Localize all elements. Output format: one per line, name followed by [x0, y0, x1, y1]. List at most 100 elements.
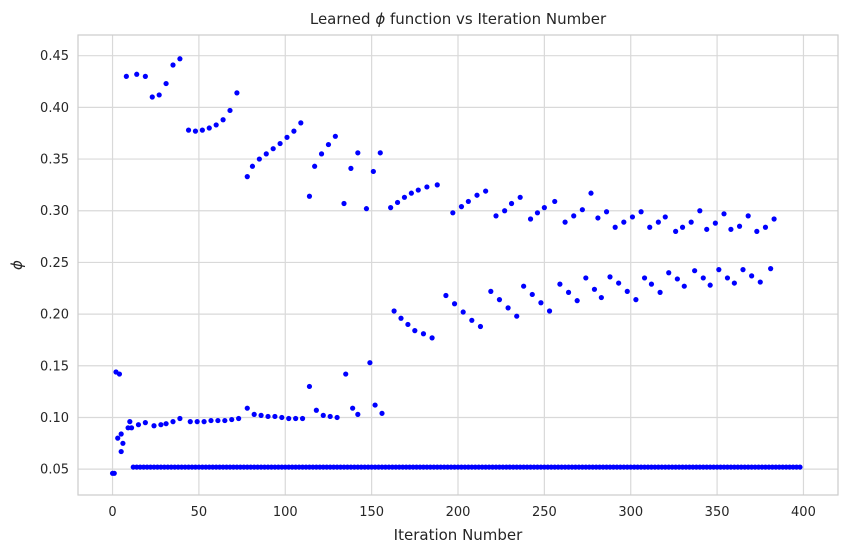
data-point [236, 415, 242, 422]
data-point [151, 423, 157, 429]
data-point [401, 194, 408, 200]
data-point [621, 219, 627, 225]
data-point [616, 280, 622, 286]
data-point [488, 288, 494, 294]
data-point [244, 405, 250, 411]
data-point [673, 228, 679, 234]
data-point [313, 407, 319, 413]
data-point [641, 275, 648, 281]
data-point [496, 297, 503, 303]
data-point [350, 405, 356, 411]
data-point [736, 223, 743, 229]
chart-title: Learned ϕ function vs Iteration Number [310, 10, 607, 28]
data-point [123, 73, 129, 79]
data-point [521, 283, 527, 289]
data-point [363, 206, 370, 212]
plot-frame [77, 34, 839, 496]
data-point [508, 200, 515, 207]
data-point [681, 283, 687, 289]
x-tick-label: 150 [359, 505, 384, 520]
data-point [700, 275, 706, 281]
data-point [199, 127, 205, 133]
data-point [662, 214, 668, 220]
data-point [334, 414, 340, 421]
data-point [377, 150, 383, 156]
data-point [272, 413, 278, 420]
y-tick-label: 0.05 [40, 463, 69, 478]
x-tick-label: 400 [791, 505, 816, 520]
data-point [557, 281, 563, 287]
data-point [562, 219, 568, 225]
data-point [797, 464, 803, 470]
y-axis-label: ϕ [8, 260, 26, 270]
data-point [716, 267, 722, 273]
x-tick-label: 350 [705, 505, 730, 520]
data-point [215, 417, 221, 424]
data-point [451, 301, 458, 307]
data-point [118, 431, 124, 437]
data-point [757, 279, 763, 285]
data-point [251, 411, 257, 417]
x-tick-label: 300 [618, 505, 643, 520]
data-point [284, 134, 290, 140]
data-point [666, 270, 672, 276]
data-point [208, 417, 214, 424]
data-point [128, 425, 135, 431]
data-point [177, 415, 183, 422]
data-point [158, 422, 164, 428]
y-tick-label: 0.20 [40, 308, 69, 323]
data-point [348, 165, 354, 171]
data-point [115, 435, 121, 441]
data-point [142, 73, 148, 79]
data-point [502, 208, 508, 214]
data-point [293, 415, 299, 422]
data-point [372, 402, 378, 408]
data-point [633, 297, 639, 303]
data-point [579, 207, 585, 213]
y-tick-label: 0.10 [40, 411, 69, 426]
data-point [460, 309, 466, 315]
data-point [527, 216, 534, 222]
x-tick-label: 100 [273, 505, 298, 520]
data-point [692, 268, 698, 274]
data-point [127, 419, 133, 425]
y-tick-label: 0.45 [40, 49, 69, 64]
data-point [598, 294, 604, 301]
data-point [647, 224, 653, 230]
data-point [707, 282, 713, 288]
data-point [341, 200, 347, 207]
data-point [674, 276, 680, 282]
data-point [420, 331, 427, 337]
data-point [612, 224, 618, 230]
chart-title-part-3: function vs Iteration Number [385, 10, 607, 28]
data-point [731, 280, 737, 286]
data-point [379, 410, 385, 416]
x-tick-label: 200 [446, 505, 471, 520]
data-point [588, 190, 594, 196]
data-point [477, 323, 484, 330]
data-point [222, 417, 228, 424]
data-point [367, 360, 373, 366]
data-point [574, 298, 580, 304]
data-point [648, 281, 655, 287]
data-point [571, 213, 577, 219]
x-tick-labels: 0 50 100 150 200 250 300 350 400 [108, 505, 815, 520]
x-tick-label: 0 [108, 505, 116, 520]
x-axis-label: Iteration Number [394, 526, 523, 544]
x-tick-label: 250 [532, 505, 557, 520]
data-point [745, 213, 751, 219]
data-point [291, 128, 297, 134]
chart-title-part-2: ϕ [375, 10, 385, 28]
data-point [450, 210, 456, 216]
data-point [306, 383, 313, 390]
data-point [595, 215, 601, 221]
data-point [505, 305, 511, 311]
y-tick-labels: 0.05 0.10 0.15 0.20 0.25 0.30 0.35 0.40 0.45 [40, 49, 69, 477]
data-point [149, 94, 155, 100]
data-point [192, 128, 199, 134]
data-point [603, 209, 610, 215]
data-point [469, 317, 475, 323]
data-point [320, 412, 326, 418]
data-point [263, 151, 269, 157]
